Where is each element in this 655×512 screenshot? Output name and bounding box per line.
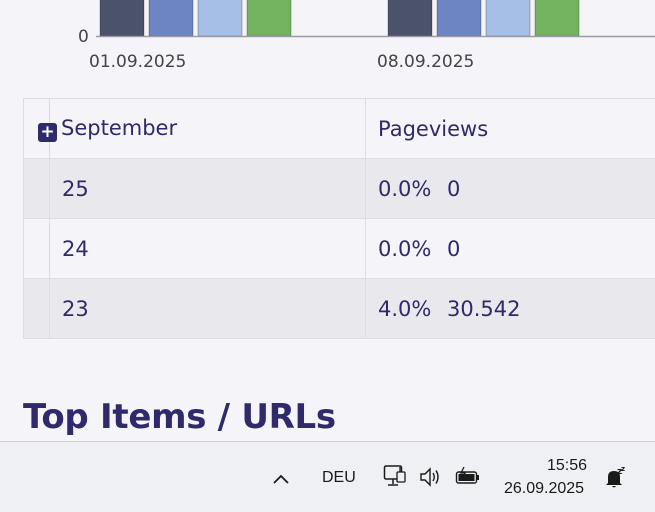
taskbar: DEU 15:56 26.09.2025 z z <box>0 441 655 512</box>
chart-bar[interactable] <box>247 0 291 36</box>
row-expand-cell <box>24 159 50 219</box>
pageviews-chart: 0 01.09.2025 08.09.2025 <box>0 0 655 80</box>
table-row[interactable]: 25 0.0%0 <box>24 159 655 219</box>
pageviews-cell: 4.0%30.542 <box>366 279 655 339</box>
chart-bar[interactable] <box>437 0 481 36</box>
month-label: September <box>61 116 177 140</box>
row-expand-cell <box>24 279 50 339</box>
clock-time[interactable]: 15:56 <box>547 457 587 475</box>
network-icon[interactable] <box>383 464 407 494</box>
pageviews-table: +September Pageviews 25 0.0%0 24 0.0%0 2… <box>23 98 655 339</box>
chart-bar[interactable] <box>388 0 432 36</box>
battery-icon[interactable] <box>455 466 481 492</box>
table-row[interactable]: 24 0.0%0 <box>24 219 655 279</box>
pageviews-header[interactable]: Pageviews <box>366 99 655 159</box>
percent-value: 4.0% <box>378 297 447 321</box>
language-indicator[interactable]: DEU <box>322 469 356 487</box>
chart-bar[interactable] <box>100 0 144 36</box>
chart-bar[interactable] <box>535 0 579 36</box>
table-row[interactable]: 23 4.0%30.542 <box>24 279 655 339</box>
clock-date[interactable]: 26.09.2025 <box>504 480 584 498</box>
chart-bar[interactable] <box>486 0 530 36</box>
x-tick-label: 08.09.2025 <box>377 52 474 72</box>
month-header[interactable]: +September <box>50 99 366 159</box>
count-value: 0 <box>447 237 460 261</box>
notification-icon[interactable]: z z <box>604 466 626 494</box>
percent-value: 0.0% <box>378 177 447 201</box>
day-cell: 24 <box>50 219 366 279</box>
day-cell: 23 <box>50 279 366 339</box>
chart-svg <box>0 0 655 40</box>
expand-icon[interactable]: + <box>38 123 57 142</box>
pageviews-cell: 0.0%0 <box>366 219 655 279</box>
table-header-row: +September Pageviews <box>24 99 655 159</box>
x-tick-label: 01.09.2025 <box>89 52 186 72</box>
percent-value: 0.0% <box>378 237 447 261</box>
count-value: 30.542 <box>447 297 520 321</box>
pageviews-cell: 0.0%0 <box>366 159 655 219</box>
day-cell: 25 <box>50 159 366 219</box>
chevron-up-icon[interactable] <box>272 466 290 490</box>
svg-text:z: z <box>621 466 625 473</box>
row-expand-cell <box>24 219 50 279</box>
chart-bar[interactable] <box>198 0 242 36</box>
y-tick-label: 0 <box>78 27 89 47</box>
section-heading: Top Items / URLs <box>23 397 336 437</box>
chart-bar[interactable] <box>149 0 193 36</box>
volume-icon[interactable] <box>419 466 443 492</box>
count-value: 0 <box>447 177 460 201</box>
